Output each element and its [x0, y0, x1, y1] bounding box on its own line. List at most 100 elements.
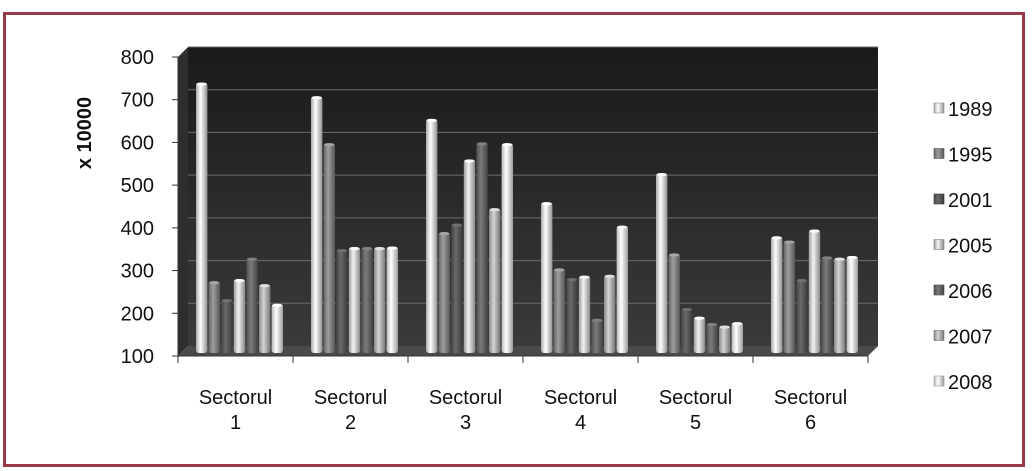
- bar: [693, 316, 706, 353]
- bar: [348, 247, 361, 353]
- y-tick-label: 200: [121, 303, 154, 325]
- legend-label: 2008: [948, 372, 993, 394]
- legend-label: 1995: [948, 145, 993, 167]
- x-category-label-line: 1: [230, 412, 241, 434]
- x-category-label: Sectorul 2: [314, 387, 387, 434]
- bar-cap: [324, 143, 335, 147]
- bar: [808, 229, 821, 353]
- bar: [463, 159, 476, 353]
- bar-cap: [209, 281, 220, 285]
- bar: [476, 142, 488, 353]
- x-category-label-line: Sectorul: [659, 387, 732, 409]
- bar-cap: [541, 202, 552, 206]
- legend-label: 2007: [948, 327, 993, 349]
- bar: [311, 96, 323, 353]
- legend-label: 2006: [948, 281, 993, 303]
- bar: [834, 257, 846, 353]
- bar: [196, 82, 208, 353]
- bar: [541, 202, 553, 353]
- y-tick-label: 300: [121, 261, 154, 283]
- bar-cap: [566, 278, 578, 282]
- bar: [246, 257, 258, 353]
- y-tick-label: 800: [121, 47, 154, 69]
- bar: [668, 253, 680, 353]
- bar: [796, 279, 808, 353]
- y-tick-label: 400: [121, 218, 154, 240]
- legend: 1989 1995 2001 2005 2006 2007 2008: [933, 99, 993, 394]
- bar: [616, 225, 628, 353]
- bar-cap: [502, 143, 513, 147]
- legend-marker: [933, 239, 945, 250]
- bar-cap: [591, 318, 603, 322]
- bar-cap: [196, 82, 207, 86]
- bar-cap: [847, 255, 858, 260]
- bar: [208, 281, 220, 353]
- bar-cap: [476, 142, 488, 146]
- bar: [821, 256, 833, 353]
- bar: [233, 279, 246, 353]
- bar-cap: [617, 225, 628, 229]
- legend-label: 2001: [948, 190, 993, 212]
- bar-cap: [771, 236, 782, 240]
- legend-marker: [933, 148, 945, 159]
- bar-cap: [579, 275, 590, 279]
- x-category-label-line: Sectorul: [429, 387, 502, 409]
- x-category-label-line: Sectorul: [199, 387, 272, 409]
- bar-cap: [706, 323, 718, 327]
- bar: [578, 275, 591, 353]
- bar: [566, 278, 578, 353]
- y-tick-label: 700: [121, 90, 154, 112]
- x-category-label: Sectorul 3: [429, 387, 502, 434]
- legend-label: 1989: [948, 99, 993, 121]
- bar-cap: [834, 257, 845, 261]
- x-category-label-line: Sectorul: [314, 387, 387, 409]
- bar-cap: [259, 284, 270, 288]
- bar-cap: [246, 257, 258, 261]
- bar-cap: [669, 253, 680, 257]
- bar-cap: [554, 268, 565, 272]
- bar: [604, 274, 616, 353]
- y-tick-label: 500: [121, 175, 154, 197]
- y-axis-label: x 10000: [74, 97, 96, 169]
- bar-cap: [796, 279, 808, 283]
- x-category-label-line: 4: [575, 412, 586, 434]
- bar: [386, 246, 398, 353]
- legend-marker: [933, 102, 945, 114]
- x-category-label-line: 3: [460, 412, 471, 434]
- x-category-label: Sectorul 1: [199, 387, 272, 434]
- bar-cap: [809, 229, 820, 233]
- x-category-label: Sectorul 6: [774, 387, 847, 434]
- x-category-label-line: Sectorul: [544, 387, 617, 409]
- bar-cap: [426, 118, 437, 123]
- legend-marker: [933, 284, 945, 296]
- bar-cap: [719, 325, 730, 329]
- x-category-label-line: 5: [690, 412, 701, 434]
- bar-cap: [732, 322, 743, 326]
- bar-cap: [361, 246, 373, 251]
- bar: [361, 247, 373, 353]
- bar: [656, 173, 668, 353]
- x-category-label-line: Sectorul: [774, 387, 847, 409]
- bar-cap: [311, 96, 322, 100]
- y-tick-label: 100: [121, 346, 154, 368]
- bar: [221, 299, 233, 353]
- y-tick-label: 600: [121, 132, 154, 154]
- bar: [451, 223, 463, 353]
- bar-cap: [451, 223, 463, 227]
- bar-cap: [272, 303, 283, 307]
- bar-cap: [821, 256, 833, 260]
- bars: [196, 82, 858, 353]
- bar-cap: [374, 246, 385, 251]
- bar: [783, 240, 795, 353]
- bar-cap: [784, 240, 795, 244]
- bar: [553, 268, 565, 353]
- x-category-label-line: 6: [805, 412, 816, 434]
- bar: [771, 236, 783, 353]
- bar-cap: [681, 308, 693, 312]
- bar: [501, 143, 513, 353]
- bar: [731, 322, 743, 353]
- bar-cap: [489, 208, 500, 212]
- gridlines: [188, 46, 878, 304]
- bar-cap: [439, 232, 450, 236]
